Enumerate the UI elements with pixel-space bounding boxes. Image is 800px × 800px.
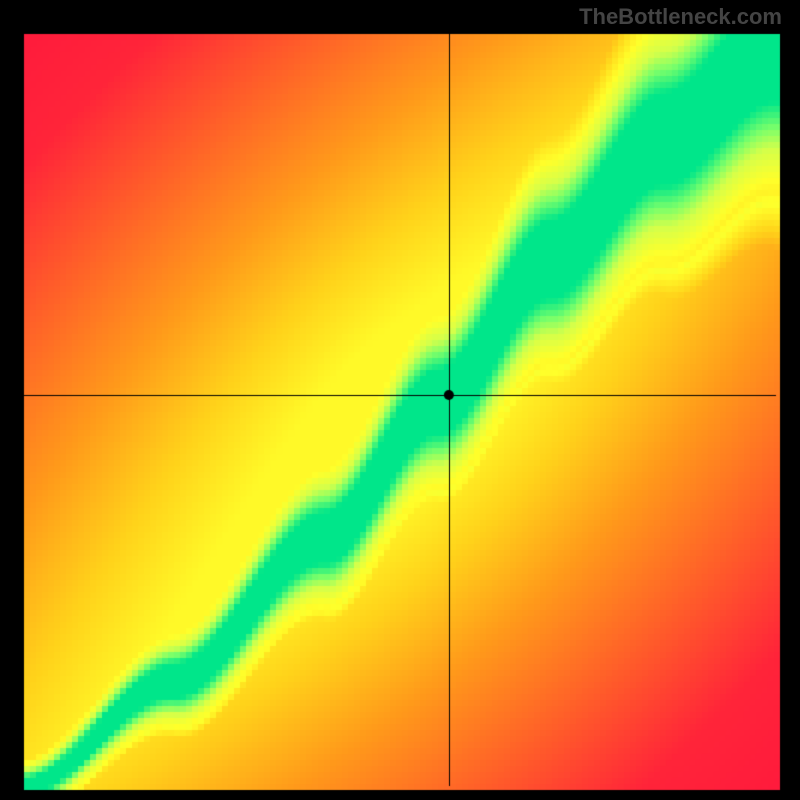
- heatmap-canvas: [0, 0, 800, 800]
- chart-container: TheBottleneck.com: [0, 0, 800, 800]
